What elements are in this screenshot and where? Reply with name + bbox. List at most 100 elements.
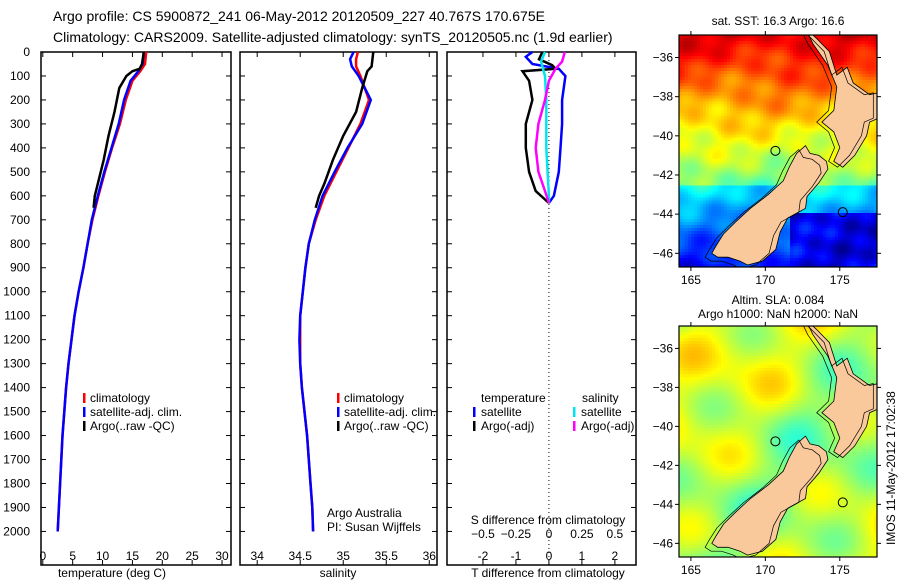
series-line-s-satellite bbox=[539, 51, 551, 203]
lat-tick-label: −42 bbox=[653, 458, 674, 472]
y-tick-label: 500 bbox=[10, 165, 30, 179]
x2-tick-label: 0.25 bbox=[570, 527, 594, 541]
y-tick-label: 1000 bbox=[3, 285, 30, 299]
legend-swatch-s-satellite bbox=[573, 407, 576, 417]
series-line-climatology bbox=[298, 51, 371, 532]
legend-swatch-satellite bbox=[83, 407, 86, 417]
credit-line-2: PI: Susan Wijffels bbox=[327, 520, 421, 534]
temperature-legend: climatology satellite-adj. clim. Argo(..… bbox=[83, 391, 182, 433]
sst-map-title: sat. SST: 16.3 Argo: 16.6 bbox=[712, 14, 845, 28]
y-tick-label: 1200 bbox=[3, 333, 30, 347]
y-tick-label: 1100 bbox=[4, 309, 30, 323]
legend-label: satellite-adj. clim. bbox=[90, 405, 182, 419]
sla-map-title-1: Altim. SLA: 0.084 bbox=[732, 293, 825, 307]
x-tick-label: 36 bbox=[423, 549, 437, 563]
x2-tick-label: −0.25 bbox=[501, 527, 532, 541]
legend-label: Argo(-adj) bbox=[481, 419, 534, 433]
plot-frame bbox=[446, 51, 637, 566]
south-island bbox=[711, 435, 829, 556]
legend-label: Argo(..raw -QC) bbox=[344, 419, 429, 433]
legend-label: Argo(..raw -QC) bbox=[90, 419, 175, 433]
y-tick-label: 1500 bbox=[3, 405, 30, 419]
x-tick-label: 0 bbox=[39, 549, 46, 563]
x-tick-label: 15 bbox=[126, 549, 140, 563]
x-tick-label: 34 bbox=[251, 549, 265, 563]
x-tick-label: -1 bbox=[511, 549, 522, 563]
isobath-contour bbox=[803, 35, 874, 168]
credit-line-1: Argo Australia bbox=[327, 506, 402, 520]
salinity-panel: 34 34.5 35 35.5 36 bbox=[239, 51, 438, 566]
series-line-s-argo-adj- bbox=[534, 51, 567, 204]
isobath-contour bbox=[704, 148, 822, 267]
y-tick-label: 200 bbox=[10, 93, 30, 107]
x-tick-label: 1 bbox=[579, 549, 586, 563]
isobath-contour bbox=[704, 439, 822, 557]
sst-map-panel: 165 170 175 −36 −38 −40 −42 −44 −46 bbox=[653, 31, 881, 287]
y-tick-label: 900 bbox=[10, 261, 30, 275]
lat-tick-label: −46 bbox=[653, 536, 674, 550]
south-island bbox=[711, 144, 829, 266]
x-tick-label: 25 bbox=[185, 549, 199, 563]
sla-map-title-2: Argo h1000: NaN h2000: NaN bbox=[698, 307, 858, 321]
x2-tick-label: −0.5 bbox=[471, 527, 495, 541]
y-tick-label: 0 bbox=[23, 45, 30, 59]
legend-label: satellite bbox=[581, 405, 622, 419]
legend-swatch-argo bbox=[337, 421, 340, 431]
map-frame bbox=[678, 325, 878, 558]
x-tick-label: 35.5 bbox=[375, 549, 399, 563]
lon-tick-label: 175 bbox=[830, 563, 850, 577]
legend-swatch-t-argo bbox=[473, 421, 476, 431]
x-tick-label: 35 bbox=[337, 549, 351, 563]
legend-label: satellite bbox=[481, 405, 522, 419]
series-line-t-satellite bbox=[523, 50, 567, 204]
legend-label: satellite-adj. clim. bbox=[344, 405, 436, 419]
lat-tick-label: −42 bbox=[653, 168, 674, 182]
contour-ring bbox=[837, 497, 848, 508]
legend-label: Argo(-adj) bbox=[581, 419, 634, 433]
argo-position-marker bbox=[770, 145, 781, 156]
legend-title-temperature: temperature bbox=[481, 391, 546, 405]
series-line-climatology bbox=[56, 51, 148, 532]
land bbox=[704, 326, 877, 557]
lat-tick-label: −36 bbox=[653, 341, 674, 355]
series-line-satellite-adj-clim- bbox=[298, 51, 373, 532]
title-line-1: Argo profile: CS 5900872_241 06-May-2012… bbox=[53, 8, 545, 24]
land bbox=[704, 35, 877, 267]
argo-position-marker bbox=[770, 436, 781, 447]
lat-tick-label: −44 bbox=[653, 497, 674, 511]
north-island bbox=[808, 326, 877, 459]
legend-swatch-argo bbox=[83, 421, 86, 431]
x-tick-label: 30 bbox=[215, 549, 229, 563]
isobath-contour bbox=[803, 326, 874, 459]
plot-frame bbox=[239, 51, 438, 566]
temperature-panel: 0100200300400500600700800900100011001200… bbox=[3, 45, 232, 566]
temperature-xlabel: temperature (deg C) bbox=[58, 566, 166, 580]
lat-tick-label: −46 bbox=[653, 246, 674, 260]
lat-tick-label: −38 bbox=[653, 90, 674, 104]
difference-legend: temperature satellite Argo(-adj) salinit… bbox=[473, 391, 634, 433]
lat-tick-label: −36 bbox=[653, 51, 674, 65]
lon-tick-label: 165 bbox=[681, 563, 701, 577]
plot-frame bbox=[40, 51, 232, 566]
lon-tick-label: 175 bbox=[830, 273, 850, 287]
x-tick-label: 5 bbox=[69, 549, 76, 563]
lat-tick-label: −38 bbox=[653, 380, 674, 394]
series-line-satellite-adj-clim- bbox=[56, 51, 146, 532]
salinity-legend: climatology satellite-adj. clim. Argo(..… bbox=[337, 391, 436, 433]
x-tick-label: 2 bbox=[612, 549, 619, 563]
y-tick-label: 1400 bbox=[3, 381, 30, 395]
salinity-xlabel: salinity bbox=[320, 566, 357, 580]
series-line-argo-raw-qc- bbox=[314, 51, 375, 209]
y-tick-label: 600 bbox=[10, 189, 30, 203]
imos-timestamp: IMOS 11-May-2012 17:02:38 bbox=[884, 391, 898, 545]
lon-tick-label: 170 bbox=[755, 563, 775, 577]
lat-tick-label: −44 bbox=[653, 207, 674, 221]
legend-swatch-climatology bbox=[337, 393, 340, 403]
x-tick-label: -2 bbox=[478, 549, 489, 563]
tdiff-xlabel: T difference from climatology bbox=[471, 566, 625, 580]
x2-tick-label: 0 bbox=[546, 527, 553, 541]
sdiff-xlabel: S difference from climatology bbox=[471, 513, 626, 527]
x-tick-label: 34.5 bbox=[289, 549, 313, 563]
lon-tick-label: 170 bbox=[755, 273, 775, 287]
